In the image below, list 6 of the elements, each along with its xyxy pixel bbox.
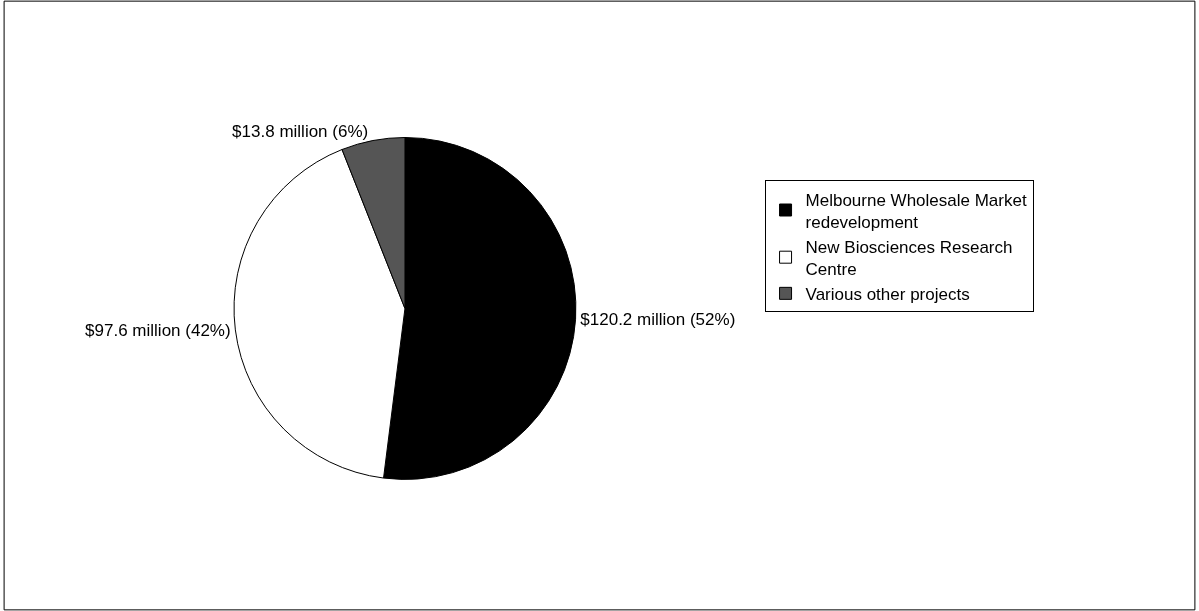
data-label: $120.2 million (52%) [580,309,736,329]
legend-label: Melbourne Wholesale Market redevelopment [805,190,1027,232]
data-label: $13.8 million (6%) [232,121,369,141]
legend-label: Various other projects [805,284,970,304]
legend-label: New Biosciences Research Centre [805,237,1013,279]
data-label: $97.6 million (42%) [85,320,231,340]
